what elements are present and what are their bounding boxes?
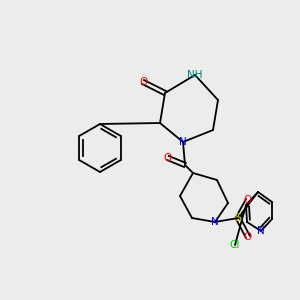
Text: O: O (139, 77, 147, 87)
Text: NH: NH (187, 70, 203, 80)
Text: N: N (179, 137, 187, 147)
Text: O: O (164, 153, 172, 163)
Text: O: O (244, 232, 252, 242)
Text: S: S (234, 213, 242, 223)
Text: N: N (257, 226, 265, 236)
Text: N: N (211, 217, 219, 227)
Text: Cl: Cl (230, 240, 240, 250)
Text: O: O (244, 195, 252, 205)
